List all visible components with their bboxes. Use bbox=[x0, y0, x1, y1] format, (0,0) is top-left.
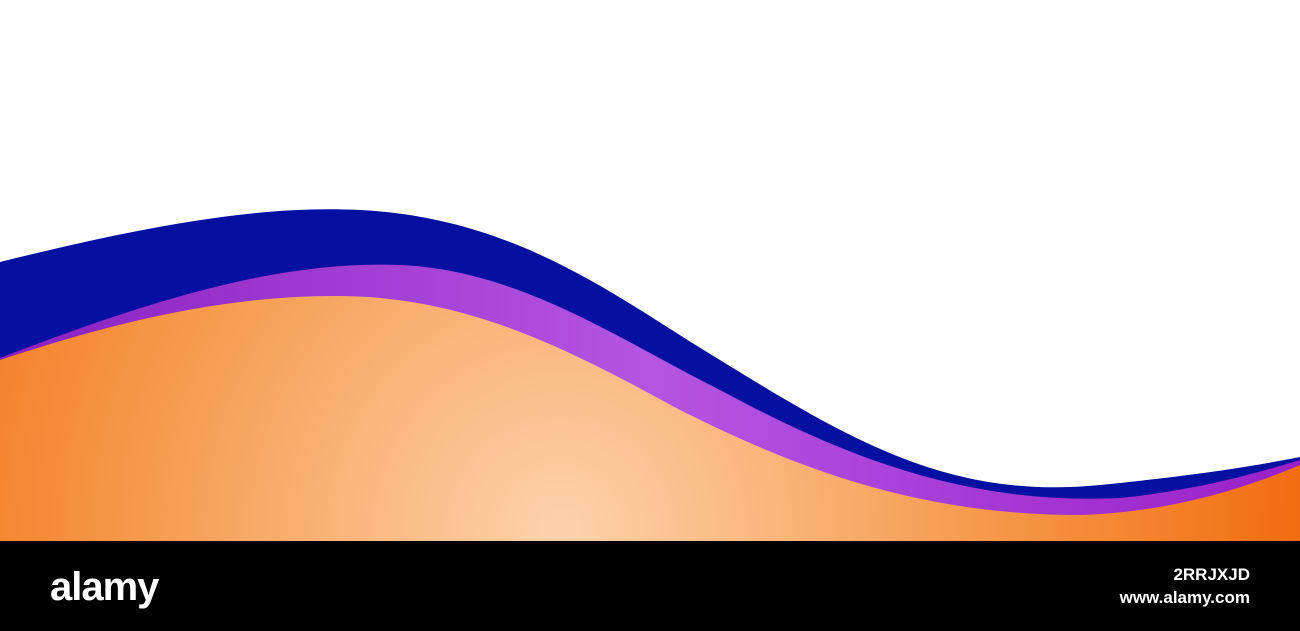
url: www.alamy.com bbox=[1119, 588, 1250, 607]
orange-wave bbox=[0, 295, 1300, 541]
logo: alamy bbox=[50, 565, 160, 609]
image-id: 2RRJXJD bbox=[1173, 565, 1250, 584]
banner bbox=[0, 541, 1300, 631]
